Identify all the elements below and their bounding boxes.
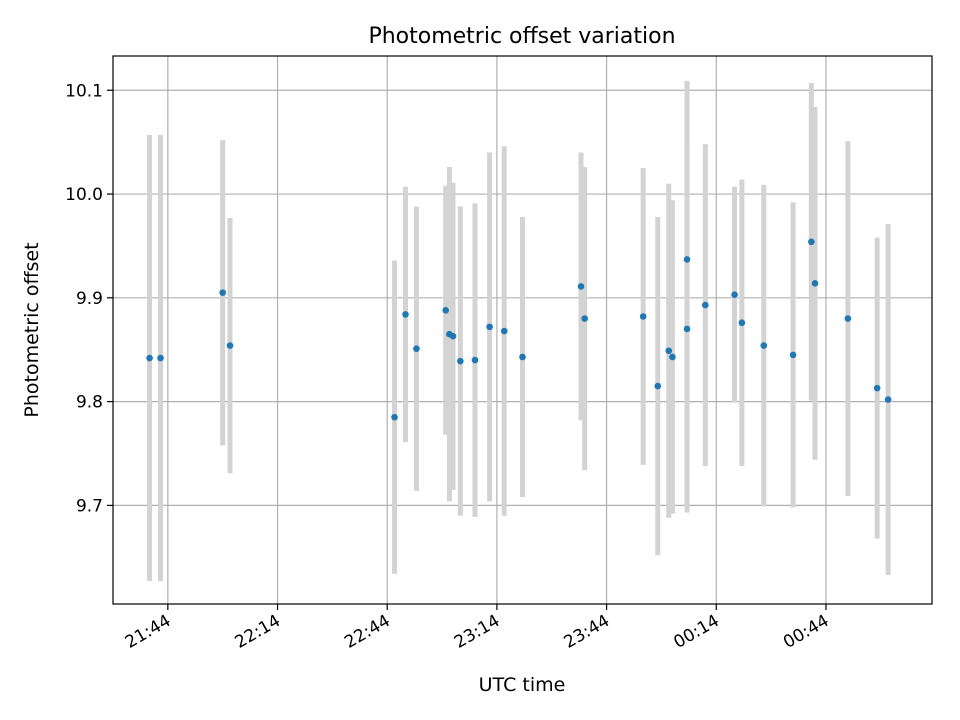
data-point xyxy=(146,354,153,362)
data-point xyxy=(519,353,526,361)
y-tick-label: 9.7 xyxy=(76,496,103,516)
plot-frame xyxy=(112,55,933,605)
x-axis-label: UTC time xyxy=(479,674,566,696)
y-tick-label: 9.8 xyxy=(76,393,103,413)
data-point xyxy=(844,315,852,322)
y-tick-label: 10.0 xyxy=(65,185,103,205)
data-point xyxy=(391,413,398,421)
data-point xyxy=(731,291,738,299)
data-point xyxy=(683,325,691,333)
data-point xyxy=(471,356,479,364)
data-point xyxy=(157,354,164,362)
data-point xyxy=(760,342,768,349)
data-point xyxy=(500,327,508,335)
y-axis-ticks: 9.7 9.8 9.9 10.0 10.1 xyxy=(65,81,113,516)
data-point xyxy=(665,347,673,355)
data-point xyxy=(789,351,797,359)
data-point xyxy=(402,311,409,318)
data-point xyxy=(581,315,588,322)
data-point xyxy=(577,283,585,290)
chart-title: Photometric offset variation xyxy=(368,24,675,49)
data-point xyxy=(654,382,662,390)
data-point xyxy=(486,323,493,331)
data-point xyxy=(669,353,676,361)
data-point xyxy=(683,256,691,263)
y-tick-label: 10.1 xyxy=(65,81,103,101)
data-point xyxy=(449,332,457,340)
data-point xyxy=(884,396,892,403)
y-tick-label: 9.9 xyxy=(76,289,103,309)
data-point xyxy=(639,313,647,320)
data-point xyxy=(811,279,819,287)
data-point xyxy=(457,357,464,365)
data-points xyxy=(146,238,892,421)
data-point xyxy=(442,306,450,314)
data-point xyxy=(702,301,709,309)
data-point xyxy=(413,345,420,352)
data-point xyxy=(808,238,815,246)
y-axis-label: Photometric offset xyxy=(21,242,43,417)
data-point xyxy=(226,342,234,349)
data-point xyxy=(873,384,881,392)
data-point xyxy=(738,319,746,327)
data-point xyxy=(219,289,226,296)
